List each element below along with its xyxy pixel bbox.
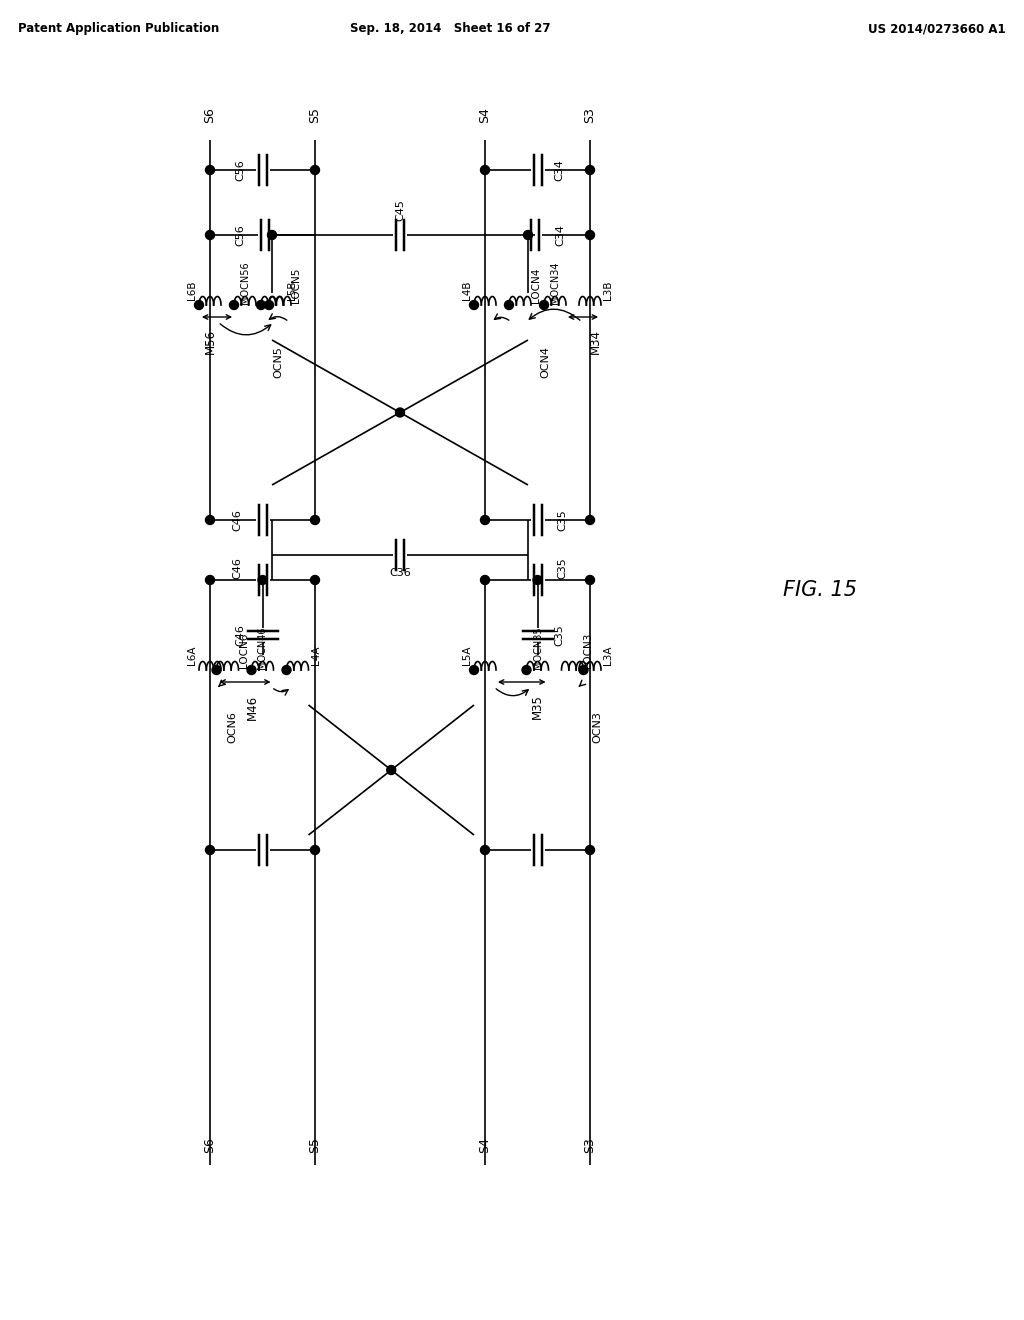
Circle shape	[586, 576, 595, 585]
Text: S6: S6	[204, 107, 216, 123]
Circle shape	[310, 576, 319, 585]
Text: C45: C45	[395, 199, 406, 220]
Circle shape	[480, 516, 489, 524]
Text: L5A: L5A	[462, 645, 472, 665]
Circle shape	[480, 165, 489, 174]
Circle shape	[195, 301, 204, 309]
Text: C34: C34	[555, 224, 565, 246]
Text: LOCN5: LOCN5	[291, 268, 301, 302]
Text: L6A: L6A	[187, 645, 197, 665]
Text: LOCN4: LOCN4	[531, 268, 541, 302]
Text: OCN4: OCN4	[540, 346, 550, 378]
Text: C35: C35	[555, 624, 564, 645]
Text: C46: C46	[232, 510, 243, 531]
Text: L3A: L3A	[603, 645, 613, 665]
Text: S3: S3	[584, 1137, 597, 1152]
Circle shape	[469, 301, 478, 309]
Text: Patent Application Publication: Patent Application Publication	[18, 22, 219, 36]
Text: OCN3: OCN3	[593, 711, 602, 743]
Circle shape	[522, 665, 531, 675]
Circle shape	[469, 665, 478, 675]
Circle shape	[310, 516, 319, 524]
Text: C35: C35	[557, 557, 567, 579]
Text: MOCN56: MOCN56	[240, 261, 250, 305]
Text: MOCN35: MOCN35	[532, 627, 543, 669]
Circle shape	[310, 165, 319, 174]
Circle shape	[534, 576, 542, 585]
Circle shape	[387, 766, 395, 775]
Text: L5B: L5B	[287, 280, 297, 300]
Text: L3B: L3B	[603, 280, 613, 300]
Circle shape	[267, 231, 276, 239]
Text: M34: M34	[589, 330, 601, 355]
Text: US 2014/0273660 A1: US 2014/0273660 A1	[868, 22, 1006, 36]
Text: Sep. 18, 2014   Sheet 16 of 27: Sep. 18, 2014 Sheet 16 of 27	[350, 22, 550, 36]
Text: S4: S4	[478, 1137, 492, 1152]
Text: OCN6: OCN6	[227, 711, 238, 743]
Circle shape	[480, 576, 489, 585]
Text: C35: C35	[557, 510, 567, 531]
Text: S4: S4	[478, 107, 492, 123]
Circle shape	[579, 665, 588, 675]
Circle shape	[586, 165, 595, 174]
Circle shape	[310, 846, 319, 854]
Text: S5: S5	[308, 107, 322, 123]
Text: LOCN3: LOCN3	[584, 632, 594, 668]
Text: MOCN46: MOCN46	[257, 627, 267, 669]
Circle shape	[282, 665, 291, 675]
Circle shape	[586, 846, 595, 854]
Text: C34: C34	[555, 160, 564, 181]
Circle shape	[247, 665, 256, 675]
Circle shape	[523, 231, 532, 239]
Circle shape	[256, 301, 265, 309]
Text: M56: M56	[204, 330, 216, 355]
Circle shape	[395, 408, 404, 417]
Text: LOCN6: LOCN6	[239, 632, 249, 668]
Circle shape	[540, 301, 549, 309]
Text: C46: C46	[232, 557, 243, 579]
Circle shape	[505, 301, 513, 309]
Circle shape	[229, 301, 239, 309]
Circle shape	[586, 516, 595, 524]
Text: MOCN34: MOCN34	[550, 261, 560, 304]
Text: L6B: L6B	[187, 280, 197, 300]
Text: S6: S6	[204, 1137, 216, 1152]
Text: FIG. 15: FIG. 15	[783, 579, 857, 601]
Circle shape	[586, 231, 595, 239]
Circle shape	[206, 576, 214, 585]
Circle shape	[206, 231, 214, 239]
Circle shape	[258, 576, 267, 585]
Circle shape	[480, 846, 489, 854]
Text: C56: C56	[234, 224, 245, 246]
Text: S5: S5	[308, 1137, 322, 1152]
Text: C46: C46	[236, 624, 246, 645]
Text: L4A: L4A	[310, 645, 321, 665]
Text: M35: M35	[531, 694, 544, 719]
Circle shape	[212, 665, 221, 675]
Text: L4B: L4B	[462, 280, 472, 300]
Circle shape	[206, 846, 214, 854]
Text: OCN5: OCN5	[273, 346, 283, 378]
Circle shape	[206, 165, 214, 174]
Circle shape	[206, 516, 214, 524]
Text: C36: C36	[389, 568, 411, 578]
Text: S3: S3	[584, 107, 597, 123]
Circle shape	[264, 301, 273, 309]
Text: M46: M46	[246, 694, 259, 719]
Text: C56: C56	[236, 160, 246, 181]
